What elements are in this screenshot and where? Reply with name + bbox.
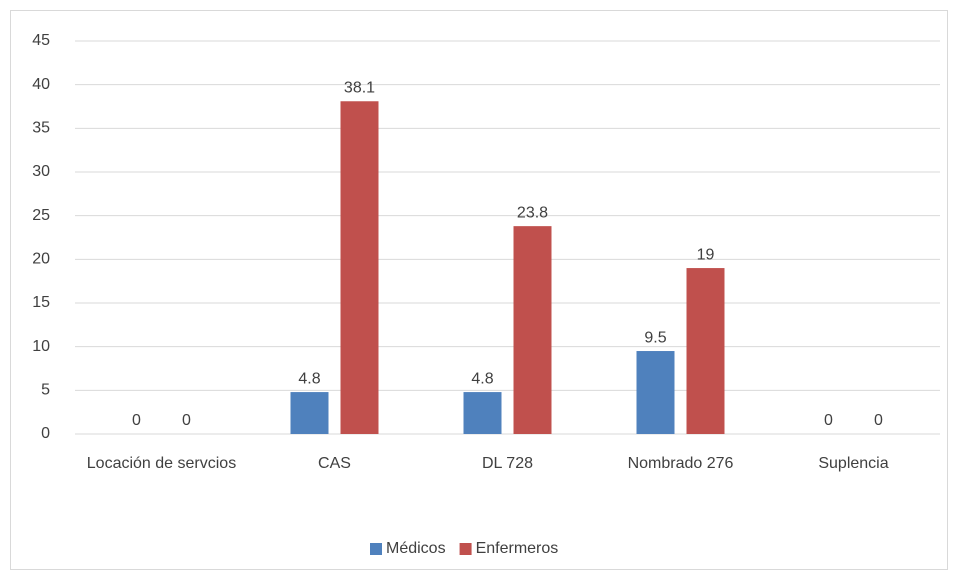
- data-label: 0: [874, 412, 883, 429]
- data-label: 0: [182, 412, 191, 429]
- legend-swatch: [370, 543, 382, 555]
- y-tick-label: 20: [32, 251, 50, 268]
- x-tick-label: Locación de servcios: [86, 455, 237, 472]
- data-label: 19: [697, 246, 715, 263]
- data-label: 4.8: [298, 370, 320, 387]
- data-label: 23.8: [517, 204, 548, 221]
- y-tick-label: 5: [41, 382, 50, 399]
- bar: [636, 351, 675, 434]
- data-label: 0: [132, 412, 141, 429]
- legend-label: Médicos: [386, 540, 446, 557]
- data-label: 38.1: [344, 79, 375, 96]
- y-tick-label: 10: [32, 338, 50, 355]
- bar: [686, 268, 725, 434]
- bar: [513, 226, 552, 434]
- bar: [463, 392, 502, 434]
- y-tick-label: 45: [32, 32, 50, 49]
- data-label: 0: [824, 412, 833, 429]
- legend-label: Enfermeros: [476, 540, 559, 557]
- y-tick-label: 30: [32, 163, 50, 180]
- x-tick-label: DL 728: [482, 455, 533, 472]
- y-tick-label: 0: [41, 425, 50, 442]
- data-label: 4.8: [471, 370, 493, 387]
- x-tick-label: CAS: [318, 455, 351, 472]
- x-tick-label: Nombrado 276: [627, 455, 734, 472]
- data-label: 9.5: [644, 329, 666, 346]
- y-tick-label: 40: [32, 76, 50, 93]
- bar: [290, 392, 329, 434]
- bar: [340, 101, 379, 434]
- y-tick-label: 15: [32, 294, 50, 311]
- y-tick-label: 25: [32, 207, 50, 224]
- chart-border: [10, 10, 948, 570]
- legend-swatch: [459, 543, 472, 555]
- y-tick-label: 35: [32, 120, 50, 137]
- x-tick-label: Suplencia: [818, 455, 889, 472]
